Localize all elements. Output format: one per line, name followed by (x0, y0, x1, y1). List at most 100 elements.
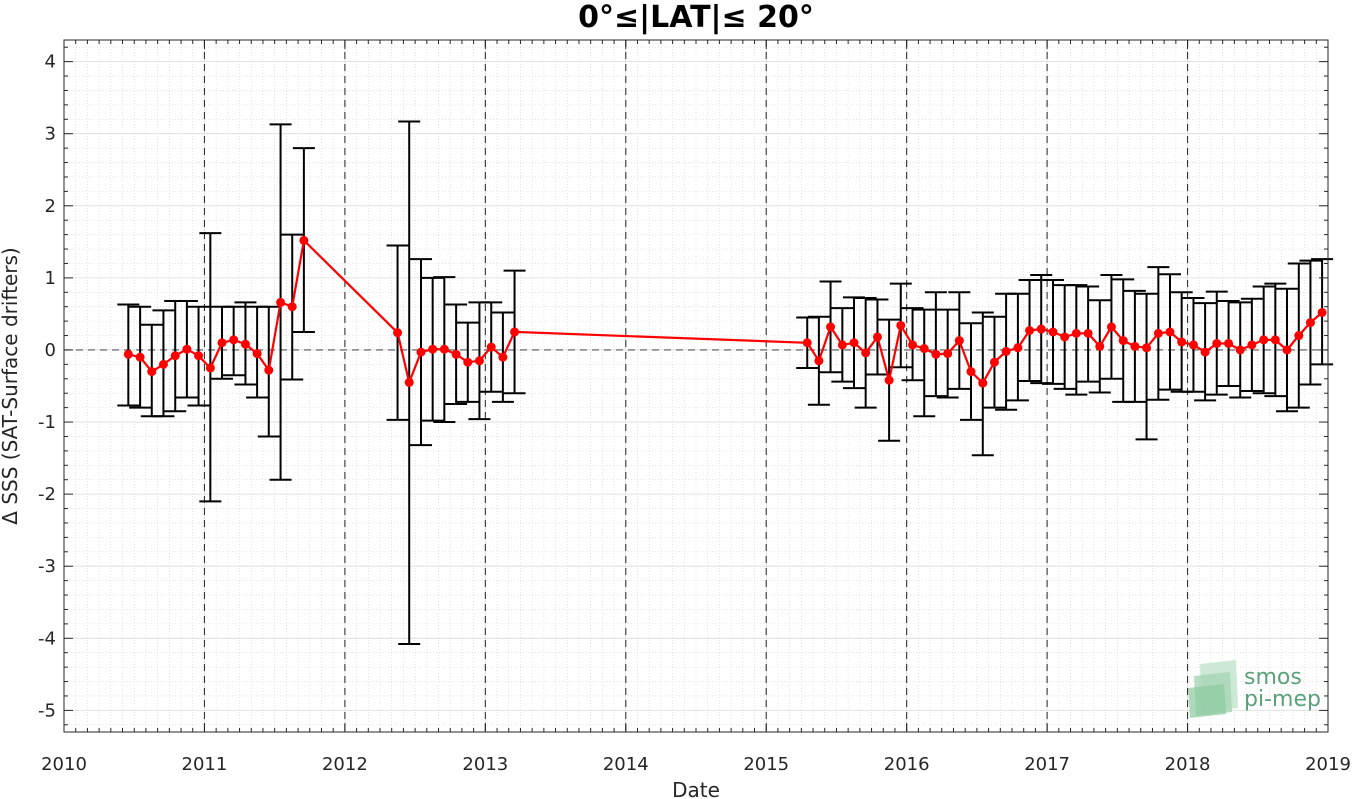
data-point (1305, 318, 1315, 328)
data-point (1130, 341, 1140, 351)
data-point (896, 320, 906, 330)
data-point (170, 351, 180, 361)
data-point (1224, 338, 1234, 348)
data-point (826, 322, 836, 332)
data-point (872, 332, 882, 342)
error-bar (924, 291, 947, 398)
data-point (1200, 347, 1210, 357)
y-tick-label: -4 (38, 628, 56, 649)
data-point (1142, 343, 1152, 353)
error-bars (117, 120, 1334, 646)
data-point (1153, 328, 1163, 338)
data-point (182, 344, 192, 354)
data-point (404, 377, 414, 387)
data-point (276, 297, 286, 307)
data-point (1083, 328, 1093, 338)
reference-lines (64, 40, 1328, 732)
data-point (1165, 327, 1175, 337)
axis-ticks (63, 40, 1329, 732)
data-point (1317, 307, 1327, 317)
y-tick-label: 3 (45, 124, 56, 145)
data-point (439, 344, 449, 354)
x-tick-label: 2014 (603, 754, 649, 775)
data-point (217, 338, 227, 348)
data-point (229, 335, 239, 345)
data-point (966, 367, 976, 377)
x-tick-label: 2010 (41, 754, 87, 775)
y-tick-labels: 4 3 2 1 0 -1 -2 -3 -4 -5 (38, 52, 56, 722)
data-point (416, 347, 426, 357)
error-bar (913, 308, 936, 418)
y-tick-label: 1 (45, 268, 56, 289)
data-point (474, 356, 484, 366)
data-point (1036, 324, 1046, 334)
data-point (486, 342, 496, 352)
data-point (1247, 340, 1257, 350)
data-point (510, 327, 520, 337)
data-point (194, 351, 204, 361)
data-point (147, 367, 157, 377)
data-point (428, 344, 438, 354)
data-point (989, 357, 999, 367)
x-axis-label: Date (672, 778, 720, 799)
logo-line2: pi-mep (1244, 687, 1321, 712)
data-point (1270, 335, 1280, 345)
x-tick-labels: 2010 2011 2012 2013 2014 2015 2016 2017 2018 2019 (41, 754, 1351, 775)
smos-pi-mep-logo: smos pi-mep (1188, 660, 1321, 718)
data-point (1188, 340, 1198, 350)
x-tick-label: 2013 (462, 754, 508, 775)
data-point (1025, 325, 1035, 335)
data-point (498, 352, 508, 362)
data-point (861, 348, 871, 358)
data-point (240, 339, 250, 349)
series-lines (128, 239, 1323, 385)
y-tick-label: 0 (45, 340, 56, 361)
data-point (1013, 343, 1023, 353)
error-bar (1065, 284, 1088, 396)
data-point (299, 235, 309, 245)
series-points (123, 235, 1327, 388)
data-point (814, 356, 824, 366)
y-tick-label: 4 (45, 52, 56, 73)
logo-emblem-icon (1188, 660, 1238, 718)
data-point (158, 359, 168, 369)
data-point (919, 344, 929, 354)
data-point (1071, 328, 1081, 338)
error-bar (1135, 292, 1158, 441)
data-point (802, 338, 812, 348)
logo-line1: smos (1244, 665, 1302, 690)
data-point (1282, 345, 1292, 355)
data-point (943, 349, 953, 359)
data-point (837, 340, 847, 350)
x-tick-label: 2017 (1024, 754, 1070, 775)
data-point (849, 338, 859, 348)
x-tick-label: 2019 (1305, 754, 1351, 775)
chart-title: 0°≤|LAT|≤ 20° (578, 0, 814, 35)
data-point (252, 349, 262, 359)
data-point (1001, 346, 1011, 356)
data-point (463, 357, 473, 367)
data-point (1106, 322, 1116, 332)
data-point (1060, 332, 1070, 342)
x-tick-label: 2011 (182, 754, 228, 775)
minor-grid (63, 40, 1329, 732)
y-axis-label: Δ SSS (SAT-Surface drifters) (0, 247, 22, 524)
x-tick-label: 2015 (743, 754, 789, 775)
y-tick-label: -3 (38, 556, 56, 577)
data-point (908, 340, 918, 350)
data-point (1259, 335, 1269, 345)
y-tick-label: -2 (38, 484, 56, 505)
data-point (205, 363, 215, 373)
x-tick-label: 2018 (1165, 754, 1211, 775)
data-point (1177, 337, 1187, 347)
x-tick-label: 2012 (322, 754, 368, 775)
data-point (451, 349, 461, 359)
x-tick-label: 2016 (884, 754, 930, 775)
data-point (1235, 345, 1245, 355)
data-point (135, 352, 145, 362)
data-point (884, 375, 894, 385)
data-point (123, 349, 133, 359)
data-point (287, 302, 297, 312)
series-line (128, 239, 1323, 385)
